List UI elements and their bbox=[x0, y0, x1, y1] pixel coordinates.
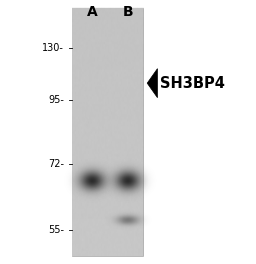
Polygon shape bbox=[147, 69, 157, 98]
Bar bbox=[72, 132, 143, 144]
Bar bbox=[72, 107, 143, 120]
Text: 72-: 72- bbox=[48, 159, 64, 169]
Bar bbox=[72, 33, 143, 45]
Bar bbox=[72, 82, 143, 95]
Bar bbox=[72, 8, 143, 256]
Bar bbox=[72, 8, 143, 20]
Text: 55-: 55- bbox=[48, 225, 64, 235]
Text: B: B bbox=[123, 5, 133, 19]
Bar bbox=[72, 70, 143, 82]
Text: SH3BP4: SH3BP4 bbox=[160, 76, 225, 91]
Bar bbox=[72, 144, 143, 157]
Text: A: A bbox=[87, 5, 98, 19]
Bar bbox=[72, 45, 143, 58]
Bar bbox=[72, 244, 143, 256]
Bar bbox=[72, 169, 143, 182]
Bar bbox=[72, 206, 143, 219]
Bar bbox=[72, 20, 143, 33]
Bar bbox=[72, 194, 143, 206]
Bar bbox=[72, 231, 143, 244]
Text: 130-: 130- bbox=[42, 43, 64, 53]
Bar bbox=[72, 182, 143, 194]
Bar bbox=[72, 157, 143, 169]
Bar bbox=[72, 120, 143, 132]
Bar bbox=[72, 58, 143, 70]
Text: 95-: 95- bbox=[48, 95, 64, 105]
Bar bbox=[72, 219, 143, 231]
Bar bbox=[72, 95, 143, 107]
